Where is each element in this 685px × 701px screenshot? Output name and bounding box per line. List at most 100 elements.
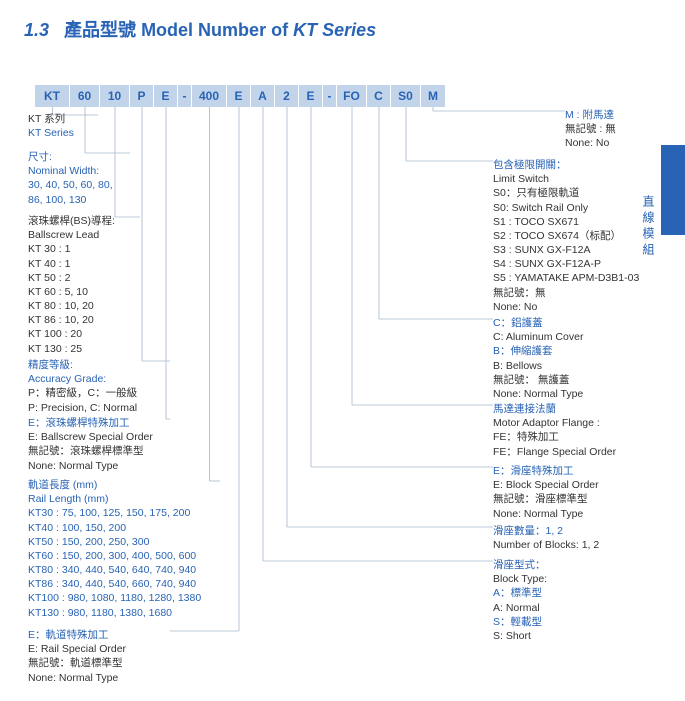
page-title: 1.3 產品型號 Model Number of KT Series (0, 0, 685, 42)
text: S：輕載型 (493, 615, 547, 629)
text: KT100 : 980, 1080, 1180, 1280, 1380 (28, 591, 201, 605)
model-cell-13: C (367, 85, 391, 107)
desc-aluminum-cover: C：鋁護蓋 C: Aluminum Cover B：伸縮護套 B: Bellow… (493, 316, 583, 401)
model-number-row: KT6010PE-400EA2E-FOCS0M (35, 85, 445, 107)
title-en: Model Number of (141, 20, 288, 40)
text: B: Bellows (493, 359, 583, 373)
text: 30, 40, 50, 60, 80, (28, 178, 113, 192)
text: 無記號：軌道標準型 (28, 656, 126, 670)
text: E：滑座特殊加工 (493, 464, 599, 478)
text: 滑座數量：1, 2 (493, 524, 599, 538)
text: KT 50 : 2 (28, 271, 115, 285)
text: KT 30 : 1 (28, 242, 115, 256)
text: KT80 : 340, 440, 540, 640, 740, 940 (28, 563, 201, 577)
text: None: Normal Type (493, 387, 583, 401)
section-number: 1.3 (24, 20, 49, 40)
text: KT 60 : 5, 10 (28, 285, 115, 299)
model-cell-14: S0 (391, 85, 421, 107)
model-cell-0: KT (35, 85, 70, 107)
text: KT86 : 340, 440, 540, 660, 740, 940 (28, 577, 201, 591)
text: None: Normal Type (493, 507, 599, 521)
text: A：標準型 (493, 586, 547, 600)
text: B：伸縮護套 (493, 344, 583, 358)
text: KT130 : 980, 1180, 1380, 1680 (28, 606, 201, 620)
text: 無記號：無 (493, 286, 639, 300)
text: KT30 : 75, 100, 125, 150, 175, 200 (28, 506, 201, 520)
text: Nominal Width: (28, 164, 113, 178)
title-zh: 產品型號 (64, 20, 136, 40)
text: FE：Flange Special Order (493, 445, 616, 459)
text: E: Ballscrew Special Order (28, 430, 153, 444)
text: KT 80 : 10, 20 (28, 299, 115, 313)
text: S0：只有極限軌道 (493, 186, 639, 200)
text: 尺寸: (28, 150, 113, 164)
text: 滑座型式： (493, 558, 547, 572)
desc-bs-special-order: E：滾珠螺桿特殊加工 E: Ballscrew Special Order 無記… (28, 416, 153, 473)
text: 滾珠螺桿(BS)導程: (28, 214, 115, 228)
text: 無記號 : 無 (565, 122, 616, 136)
text: KT 100 : 20 (28, 327, 115, 341)
text: 包含極限開關： (493, 158, 639, 172)
model-cell-7: E (227, 85, 251, 107)
text: E：軌道特殊加工 (28, 628, 126, 642)
text: KT 130 : 25 (28, 342, 115, 356)
text: Motor Adaptor Flange : (493, 416, 616, 430)
model-cell-2: 10 (100, 85, 130, 107)
text: KT Series (28, 126, 74, 140)
text: KT 40 : 1 (28, 257, 115, 271)
model-cell-9: 2 (275, 85, 299, 107)
desc-block-type: 滑座型式： Block Type: A：標準型 A: Normal S：輕載型 … (493, 558, 547, 643)
desc-kt-series: KT 系列 KT Series (28, 112, 74, 140)
text: Limit Switch (493, 172, 639, 186)
model-cell-5: - (178, 85, 192, 107)
text: E: Rail Special Order (28, 642, 126, 656)
text: 軌道長度 (mm) (28, 478, 201, 492)
text: KT60 : 150, 200, 300, 400, 500, 600 (28, 549, 201, 563)
model-cell-4: E (154, 85, 178, 107)
text: Block Type: (493, 572, 547, 586)
text: KT 系列 (28, 112, 74, 126)
text: P：精密級，C：一般級 (28, 386, 137, 400)
text: None: Normal Type (28, 671, 126, 685)
desc-limit-switch: 包含極限開關： Limit Switch S0：只有極限軌道 S0: Switc… (493, 158, 639, 314)
desc-block-number: 滑座數量：1, 2 Number of Blocks: 1, 2 (493, 524, 599, 552)
model-cell-10: E (299, 85, 323, 107)
text: S4 : SUNX GX-F12A-P (493, 257, 639, 271)
text: 無記號：滑座標準型 (493, 492, 599, 506)
text: C：鋁護蓋 (493, 316, 583, 330)
model-cell-12: FO (337, 85, 367, 107)
text: 無記號： 無護蓋 (493, 373, 583, 387)
desc-nominal-width: 尺寸: Nominal Width: 30, 40, 50, 60, 80, 8… (28, 150, 113, 207)
text: 86, 100, 130 (28, 193, 113, 207)
title-series: KT Series (293, 20, 376, 40)
text: Rail Length (mm) (28, 492, 201, 506)
text: Accuracy Grade: (28, 372, 137, 386)
desc-rail-special-order: E：軌道特殊加工 E: Rail Special Order 無記號：軌道標準型… (28, 628, 126, 685)
text: None: No (493, 300, 639, 314)
model-cell-3: P (130, 85, 154, 107)
text: E：滾珠螺桿特殊加工 (28, 416, 153, 430)
side-label: 直線模組 (640, 195, 657, 259)
text: KT40 : 100, 150, 200 (28, 521, 201, 535)
text: Number of Blocks: 1, 2 (493, 538, 599, 552)
text: P: Precision, C: Normal (28, 401, 137, 415)
model-cell-11: - (323, 85, 337, 107)
side-tab (661, 145, 685, 235)
text: 無記號：滾珠螺桿標準型 (28, 444, 153, 458)
model-cell-15: M (421, 85, 445, 107)
text: 馬達連接法蘭 (493, 402, 616, 416)
text: E: Block Special Order (493, 478, 599, 492)
text: S: Short (493, 629, 547, 643)
text: S0: Switch Rail Only (493, 201, 639, 215)
text: M : 附馬達 (565, 108, 616, 122)
text: KT50 : 150, 200, 250, 300 (28, 535, 201, 549)
text: 精度等級: (28, 358, 137, 372)
text: S1 : TOCO SX671 (493, 215, 639, 229)
desc-motor: M : 附馬達 無記號 : 無 None: No (565, 108, 616, 151)
text: FE：特殊加工 (493, 430, 616, 444)
text: None: Normal Type (28, 459, 153, 473)
text: None: No (565, 136, 616, 150)
desc-accuracy-grade: 精度等級: Accuracy Grade: P：精密級，C：一般級 P: Pre… (28, 358, 137, 415)
desc-motor-flange: 馬達連接法蘭 Motor Adaptor Flange : FE：特殊加工 FE… (493, 402, 616, 459)
text: S5 : YAMATAKE APM-D3B1-03 (493, 271, 639, 285)
